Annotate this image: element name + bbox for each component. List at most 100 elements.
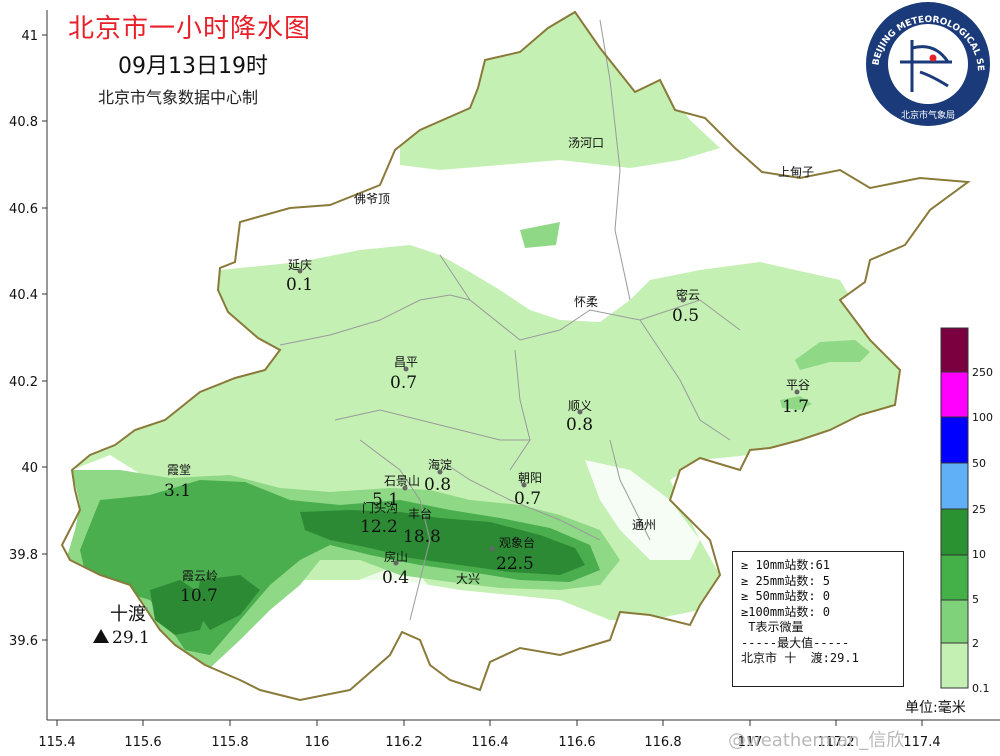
legend-label: 2 (972, 637, 979, 650)
place-label: 平谷 (786, 378, 810, 392)
legend-swatch (940, 416, 969, 464)
station-values: 0.1 0.5 0.7 1.7 0.8 3.1 5.1 0.8 0.7 12.2… (112, 275, 809, 648)
lon-tick-label: 116.8 (644, 735, 681, 750)
station-value: 0.8 (424, 475, 451, 495)
station-stats-box: ≥ 10mm站数:61 ≥ 25mm站数: 5 ≥ 50mm站数: 0 ≥100… (732, 551, 904, 687)
station-dot (521, 482, 527, 488)
place-label: 昌平 (394, 355, 418, 369)
lon-tick-label: 116 (305, 735, 330, 750)
place-label: 汤河口 (568, 136, 604, 150)
place-label: 通州 (632, 518, 656, 532)
stats-line: ≥ 25mm站数: 5 (741, 573, 831, 588)
place-label: 十渡 (110, 604, 146, 625)
station-value: 0.7 (390, 373, 417, 393)
station-value: 0.7 (514, 489, 541, 509)
station-value: 0.1 (286, 275, 313, 295)
lon-tick-label: 117.2 (817, 735, 854, 750)
map-title: 北京市一小时降水图 (68, 14, 312, 44)
place-label: 海淀 (428, 457, 452, 472)
legend-swatch (940, 371, 969, 418)
place-label: 霞堂 (167, 463, 191, 477)
lon-tick-label: 115.4 (38, 735, 75, 750)
station-dot (680, 297, 686, 303)
station-value: 3.1 (164, 481, 191, 501)
lon-tick-label: 115.6 (124, 735, 161, 750)
place-label: 上甸子 (778, 165, 814, 179)
station-value: 12.2 (360, 517, 398, 537)
lat-tick-label: 40.2 (9, 375, 38, 390)
place-label: 观象台 (499, 535, 535, 550)
station-value: 22.5 (496, 554, 534, 574)
station-dot (437, 469, 443, 475)
station-dot (297, 268, 303, 274)
stats-line: 北京市 十 渡:29.1 (741, 651, 859, 665)
legend-label: 10 (972, 548, 986, 561)
lat-tick-label: 39.6 (9, 634, 38, 649)
station-value: 0.8 (566, 415, 593, 435)
legend-swatch (940, 642, 969, 689)
legend-label: 25 (972, 503, 986, 516)
lon-tick-label: 116.4 (471, 735, 508, 750)
lat-tick-label: 40.8 (9, 115, 38, 130)
station-dot (489, 546, 495, 552)
lat-tick-label: 41 (21, 29, 38, 44)
place-label: 佛爷顶 (354, 192, 390, 206)
logo-text-bottom: 北京市气象局 (901, 109, 955, 121)
place-label: 霞云岭 (182, 569, 218, 583)
place-labels: 汤河口 上甸子 佛爷顶 延庆 怀柔 密云 昌平 平谷 顺义 霞堂 石景山 海淀 … (110, 136, 814, 625)
legend-label: 50 (972, 457, 986, 470)
station-value: 0.4 (382, 568, 409, 588)
legend-swatch (940, 462, 969, 510)
legend-label: 250 (972, 366, 993, 379)
station-value: 0.5 (672, 306, 699, 326)
lon-tick-label: 116.6 (558, 735, 595, 750)
legend-swatch (940, 554, 969, 601)
place-label: 石景山 (384, 474, 420, 488)
lon-tick-label: 117 (738, 735, 763, 750)
station-value: 18.8 (403, 527, 441, 547)
max-station-marker (93, 629, 109, 643)
station-dot (393, 560, 399, 566)
station-value: 29.1 (112, 628, 150, 648)
stats-line: ≥100mm站数: 0 (741, 604, 831, 619)
legend-swatch (940, 327, 969, 373)
legend-label: 100 (972, 411, 993, 424)
place-label: 房山 (384, 549, 408, 564)
place-label: 密云 (676, 287, 700, 302)
legend-label: 5 (972, 593, 979, 606)
place-label: 丰台 (408, 506, 432, 521)
lon-tick-label: 117.4 (903, 735, 940, 750)
station-dot (403, 366, 409, 372)
place-label: 朝阳 (518, 471, 542, 485)
district-boundaries (279, 19, 741, 621)
legend-swatch (940, 508, 969, 556)
legend-labels: 250 100 50 25 10 5 2 0.1 (972, 366, 993, 695)
stats-line: ≥ 10mm站数:61 (741, 558, 831, 572)
legend-colorbar (940, 327, 969, 689)
station-markers (297, 268, 800, 566)
lat-tick-label: 39.8 (9, 548, 38, 563)
lat-tick-label: 40 (21, 461, 38, 476)
place-label: 延庆 (288, 258, 312, 272)
station-dot (794, 389, 800, 395)
station-dot (577, 409, 583, 415)
lon-tick-label: 116.2 (385, 735, 422, 750)
place-label: 门头沟 (362, 500, 398, 515)
legend-label: 0.1 (972, 682, 990, 695)
map-credit: 北京市气象数据中心制 (98, 88, 259, 107)
lat-tick-labels: 41 40.8 40.6 40.4 40.2 40 39.8 39.6 (9, 29, 47, 649)
legend-swatch (940, 599, 969, 644)
lat-tick-label: 40.4 (9, 288, 38, 303)
unit-label: 单位:毫米 (905, 700, 966, 716)
watermark: @weatherman_信欣 (728, 730, 905, 751)
stats-line: T表示微量 (741, 620, 804, 634)
station-value: 10.7 (180, 586, 218, 606)
station-value: 1.7 (782, 397, 809, 417)
place-label: 顺义 (568, 399, 592, 413)
place-label: 怀柔 (574, 295, 598, 309)
lat-tick-label: 40.6 (9, 202, 38, 217)
stats-line: -----最大值----- (741, 635, 850, 650)
station-value: 5.1 (372, 490, 399, 510)
lon-tick-labels: 115.4 115.6 115.8 116 116.2 116.4 116.6 … (38, 720, 941, 750)
lon-tick-label: 115.8 (211, 735, 248, 750)
